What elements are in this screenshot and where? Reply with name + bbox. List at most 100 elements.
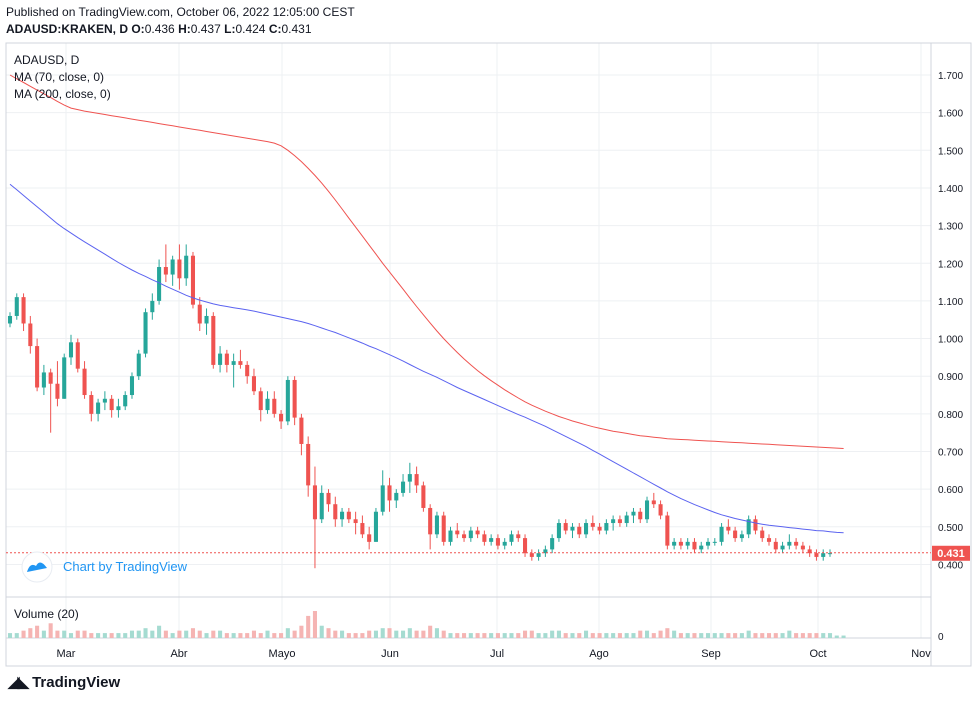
- volume-bar: [258, 633, 263, 638]
- volume-bar: [699, 633, 704, 638]
- volume-bar: [577, 633, 582, 638]
- volume-bar: [834, 635, 839, 638]
- candle-body: [326, 492, 331, 505]
- volume-bar: [760, 633, 765, 638]
- candle-body: [157, 267, 162, 301]
- candle-body: [584, 523, 589, 535]
- candle-body: [495, 538, 500, 546]
- volume-bar: [800, 633, 805, 638]
- volume-bar: [380, 628, 385, 638]
- volume-bar: [292, 630, 297, 638]
- volume-bar: [102, 633, 107, 638]
- candle-body: [96, 402, 101, 414]
- volume-bar: [197, 630, 202, 638]
- volume-bar: [82, 630, 87, 638]
- volume-bar: [556, 630, 561, 638]
- candle-body: [265, 398, 270, 411]
- candle-body: [794, 541, 799, 546]
- ma70-line: [9, 183, 844, 534]
- volume-bar: [421, 630, 426, 638]
- volume-bar: [184, 630, 189, 638]
- ohlc-open-key: O:: [131, 22, 145, 36]
- volume-bar: [665, 628, 670, 638]
- time-tick-label: Ago: [589, 648, 609, 660]
- candle-body: [21, 297, 26, 324]
- candle-body: [489, 538, 494, 542]
- volume-bar: [672, 630, 677, 638]
- volume-bar: [163, 630, 168, 638]
- volume-bar: [448, 633, 453, 638]
- candle-body: [414, 474, 419, 486]
- candle-body: [373, 511, 378, 542]
- candle-body: [658, 504, 663, 516]
- volume-bar: [712, 633, 717, 638]
- volume-bar: [414, 630, 419, 638]
- volume-bar: [516, 633, 521, 638]
- candle-body: [746, 519, 751, 535]
- candle-body: [89, 395, 94, 414]
- candle-body: [48, 372, 53, 384]
- volume-bar: [604, 633, 609, 638]
- volume-bar: [462, 633, 467, 638]
- candle-body: [312, 485, 317, 520]
- candle-body: [760, 530, 765, 539]
- candle-body: [177, 259, 182, 279]
- volume-bar: [68, 633, 74, 638]
- ohlc-low-value: 0.424: [235, 22, 266, 36]
- price-tick-label: 0.900: [938, 372, 963, 383]
- footer-brand: ◢◣ TradingView: [8, 673, 121, 692]
- candle-body: [306, 443, 311, 486]
- candle-body: [780, 545, 785, 550]
- candle-body: [631, 511, 636, 516]
- candle-body: [726, 526, 731, 531]
- volume-bar: [150, 630, 155, 638]
- candle-body: [638, 511, 643, 520]
- volume-bar: [455, 633, 460, 638]
- volume-bar: [272, 633, 277, 638]
- footer-brand-text: TradingView: [32, 673, 121, 691]
- candle-body: [218, 353, 223, 365]
- volume-bar: [746, 630, 751, 638]
- volume-bar: [360, 633, 365, 638]
- candle-body: [75, 342, 80, 369]
- candles: [7, 244, 833, 569]
- volume-bar: [739, 633, 744, 638]
- candle-body: [41, 372, 46, 388]
- published-info: Published on TradingView.com, October 06…: [6, 5, 355, 19]
- legend-ma200: MA (200, close, 0): [14, 87, 111, 101]
- candle-body: [644, 500, 650, 520]
- volume-bar: [631, 633, 636, 638]
- candle-body: [705, 541, 711, 546]
- price-axis: 1.700 1.600 1.500 1.400 1.300 1.200 1.100 1.000…: [938, 71, 963, 643]
- volume-bar: [611, 633, 616, 638]
- volume-bar: [651, 633, 656, 638]
- volume-bar: [204, 633, 209, 638]
- grid-lines: [6, 43, 931, 638]
- volume-bar: [312, 611, 317, 638]
- volume-bar: [482, 633, 487, 638]
- candle-body: [800, 545, 805, 550]
- candle-body: [123, 395, 128, 407]
- candle-body: [258, 391, 263, 411]
- volume-bar: [617, 633, 622, 638]
- volume-bar: [177, 630, 182, 638]
- candle-body: [685, 541, 690, 546]
- volume-bar: [75, 630, 80, 638]
- volume-bar: [773, 633, 778, 638]
- volume-label: Volume (20): [14, 607, 79, 621]
- volume-bar: [170, 633, 175, 638]
- volume-bar: [794, 633, 799, 638]
- candle-body: [35, 346, 40, 388]
- volume-bar: [821, 633, 826, 638]
- price-tick-label: 1.400: [938, 184, 963, 195]
- candle-body: [62, 357, 67, 399]
- volume-bar: [401, 630, 406, 638]
- candle-body: [523, 538, 528, 554]
- candle-body: [502, 541, 507, 546]
- volume-bar: [55, 630, 60, 638]
- volume-bar: [48, 623, 53, 638]
- volume-bar: [543, 633, 548, 638]
- volume-bar: [523, 630, 528, 638]
- volume-bar: [251, 630, 256, 638]
